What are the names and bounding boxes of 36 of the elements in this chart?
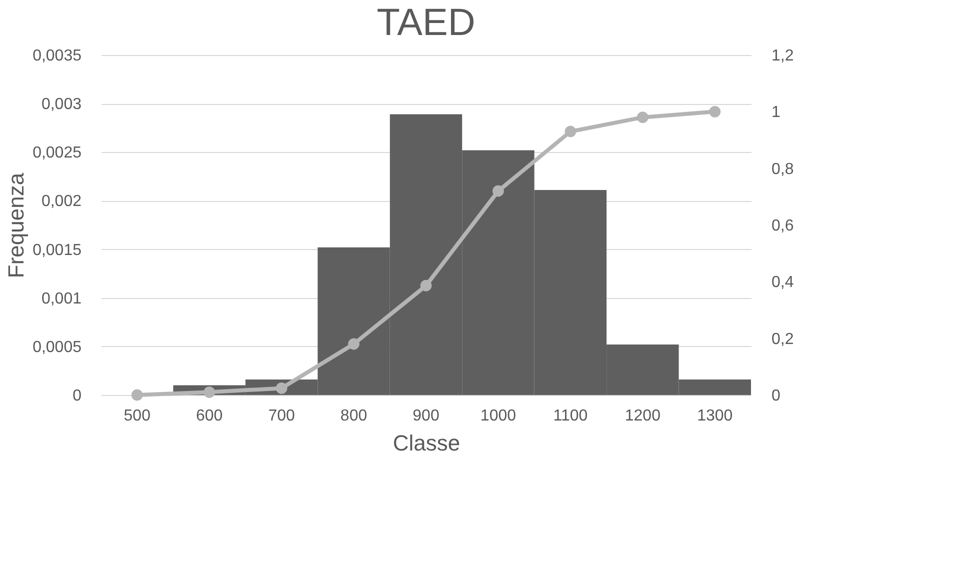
y-tick-label: 0,001 [41,290,82,308]
y2-tick-label: 0 [772,388,780,404]
point [564,126,576,138]
chart-title: TAED [376,2,476,44]
x-tick-label: 800 [340,408,368,424]
point [420,280,432,292]
point [348,338,360,350]
y2-tick-label: 0,6 [772,218,794,234]
point [276,382,288,394]
x-tick-label: 700 [268,408,295,424]
y-tick-label: 0,0025 [32,144,82,162]
y-tick-label: 0,0015 [32,242,82,259]
x-tick-label: 1200 [624,408,661,424]
y2-tick-label: 1,2 [772,48,794,64]
y2-tick-label: 1 [772,104,780,122]
point [709,106,721,118]
y2-tick-label: 0,4 [772,274,794,292]
x-tick-label: 1300 [697,408,733,424]
x-tick-label: 1100 [553,408,588,424]
x-tick-label: 1000 [480,408,516,424]
x-tick-label: 900 [412,408,440,424]
x-axis-title: Classe [392,430,460,456]
point [636,112,648,124]
x-tick-label: 600 [196,408,223,424]
point [131,389,143,401]
y2-tick-label: 0,8 [772,160,794,178]
x-tick-label: 500 [124,408,151,424]
y-tick-label: 0,002 [41,193,82,210]
y-tick-label: 0 [72,388,82,404]
y-tick-label: 0,0035 [32,48,82,64]
point [492,185,504,197]
y-tick-label: 0,003 [41,96,82,114]
y-tick-label: 0,0005 [32,338,82,356]
y2-tick-label: 0,2 [772,330,794,348]
point [204,386,216,398]
y-axis-title: Frequenza [4,172,29,278]
